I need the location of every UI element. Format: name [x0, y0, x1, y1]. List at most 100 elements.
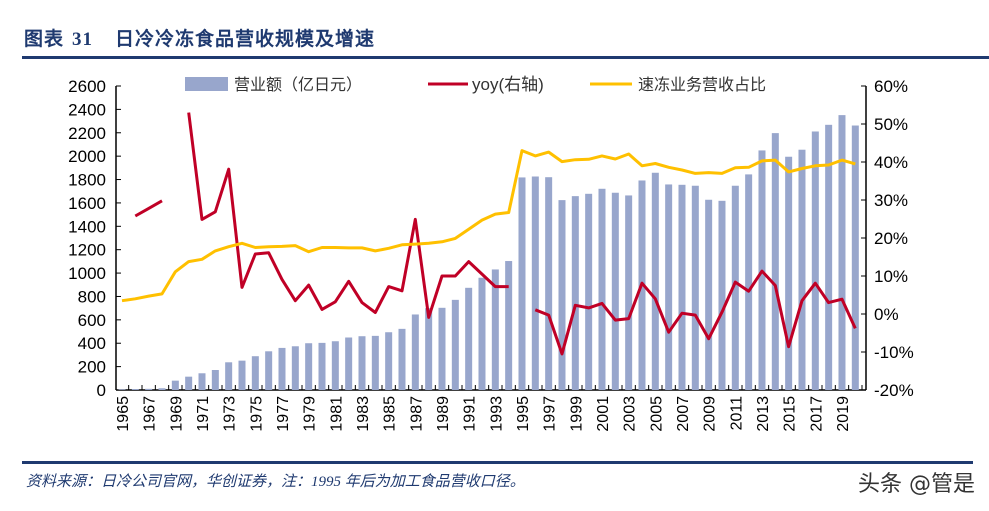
bar [478, 277, 486, 390]
share-line [121, 149, 856, 303]
bar [745, 174, 753, 390]
bar [411, 314, 419, 390]
bar [425, 308, 433, 390]
bar [718, 200, 726, 390]
right-tick-label: 60% [874, 77, 908, 96]
x-tick-label: 1965 [115, 396, 132, 432]
bar [558, 200, 566, 390]
bar [785, 156, 793, 390]
bar [158, 388, 166, 390]
bar [278, 347, 286, 390]
x-tick-label: 1997 [542, 396, 559, 432]
bar [331, 341, 339, 390]
x-tick-label: 2015 [782, 396, 799, 432]
bar [625, 195, 633, 390]
bar [238, 360, 246, 390]
x-tick-label: 1989 [435, 396, 452, 432]
bar [451, 299, 459, 390]
left-tick-label: 200 [78, 358, 106, 377]
bar [438, 307, 446, 390]
right-tick-label: 20% [874, 229, 908, 248]
figure-title: 图表 31 日冷冷冻食品营收规模及增速 [24, 24, 375, 51]
x-tick-label: 1969 [168, 396, 185, 432]
left-tick-label: 400 [78, 334, 106, 353]
x-tick-label: 1975 [248, 396, 265, 432]
x-tick-label: 1987 [408, 396, 425, 432]
right-tick-label: 30% [874, 191, 908, 210]
bar [398, 328, 406, 390]
bar [665, 184, 673, 390]
x-tick-label: 2017 [808, 396, 825, 432]
x-tick-label: 2011 [728, 396, 745, 431]
x-tick-label: 2005 [648, 396, 665, 432]
x-tick-label: 1967 [142, 396, 159, 432]
legend-label-revenue: 营业额（亿日元） [234, 76, 362, 94]
bar [611, 192, 619, 390]
bar [825, 124, 833, 391]
bar [571, 196, 579, 390]
left-tick-label: 0 [97, 381, 106, 400]
bar [851, 125, 859, 391]
legend-label-share: 速冻业务营收占比 [638, 76, 766, 94]
left-tick-label: 1200 [68, 241, 106, 260]
x-tick-label: 2013 [755, 396, 772, 432]
bar [265, 351, 273, 390]
x-tick-label: 1983 [355, 396, 372, 432]
x-tick-label: 1991 [462, 396, 479, 432]
x-tick-label: 1995 [515, 396, 532, 432]
bar [505, 261, 513, 390]
x-tick-label: 1973 [222, 396, 239, 432]
left-tick-label: 2400 [68, 100, 106, 119]
left-tick-label: 1600 [68, 194, 106, 213]
left-tick-label: 1400 [68, 217, 106, 236]
watermark: 头条 @管是 [858, 472, 975, 497]
x-tick-label: 1981 [328, 396, 345, 432]
bar [771, 133, 779, 390]
x-tick-label: 1977 [275, 396, 292, 432]
right-tick-label: 10% [874, 267, 908, 286]
left-tick-label: 2200 [68, 124, 106, 143]
x-tick-label: 1971 [195, 396, 212, 432]
bar [305, 343, 313, 390]
bar [545, 177, 553, 390]
x-tick-label: 2019 [835, 396, 852, 432]
bar [838, 115, 846, 391]
bar [291, 346, 299, 390]
bar [731, 185, 739, 390]
yoy-line [134, 112, 857, 356]
bar [705, 199, 713, 390]
figure-label: 图表 [24, 28, 65, 50]
bar [465, 287, 473, 390]
figure-number: 31 [72, 29, 94, 50]
source-note: 资料来源：日冷公司官网，华创证券，注：1995 年后为加工食品营收口径。 [26, 474, 525, 490]
bar [345, 337, 353, 390]
right-tick-label: 40% [874, 153, 908, 172]
chart-title: 日冷冷冻食品营收规模及增速 [115, 28, 376, 50]
bar [225, 362, 233, 390]
title-rule [22, 56, 989, 59]
bar [678, 184, 686, 390]
right-tick-label: 0% [874, 305, 899, 324]
bar [491, 269, 499, 390]
bar [171, 380, 179, 390]
bar [185, 376, 193, 390]
bar [811, 131, 819, 390]
legend-swatch-revenue [185, 77, 228, 91]
x-tick-label: 1999 [568, 396, 585, 432]
bar [211, 370, 219, 390]
bar [585, 193, 593, 390]
bar [131, 389, 139, 390]
right-tick-label: -10% [874, 343, 914, 362]
right-tick-label: 50% [874, 115, 908, 134]
x-tick-label: 2007 [675, 396, 692, 432]
bar [651, 172, 659, 390]
left-tick-label: 1800 [68, 171, 106, 190]
footer-rule [22, 461, 973, 464]
legend-label-yoy: yoy(右轴) [472, 75, 544, 94]
bar [145, 388, 153, 390]
bar [198, 373, 206, 390]
bar [118, 389, 126, 390]
bar [518, 177, 526, 390]
bar [371, 335, 379, 390]
bar [385, 332, 393, 390]
